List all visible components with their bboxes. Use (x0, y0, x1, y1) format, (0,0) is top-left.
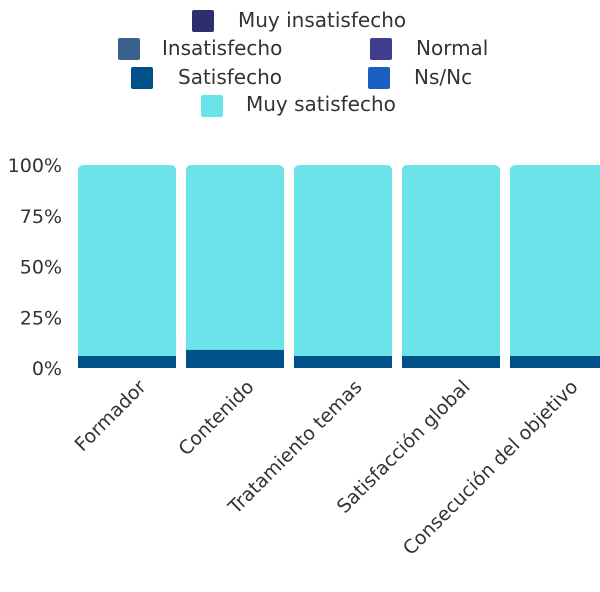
legend-swatch-2 (118, 38, 140, 60)
bar-segment-muy-satisfecho-3 (294, 165, 392, 356)
legend-label-2: Insatisfecho (162, 36, 282, 60)
y-tick-label: 0% (32, 358, 62, 380)
bar-segment-satisfecho-1 (78, 355, 176, 368)
y-tick-label: 100% (8, 155, 62, 177)
legend-swatch-6 (201, 95, 223, 117)
y-tick-label: 75% (20, 206, 62, 228)
y-tick-label: 50% (20, 257, 62, 279)
legend-swatch-4 (131, 67, 153, 89)
legend-swatch-3 (370, 38, 392, 60)
legend-label-5: Ns/Nc (414, 65, 472, 89)
bar-segment-satisfecho-5 (510, 355, 600, 368)
bar-segment-muy-satisfecho-1 (78, 165, 176, 356)
bar-segment-muy-satisfecho-4 (402, 165, 500, 356)
bar-segment-satisfecho-4 (402, 355, 500, 368)
bar-segment-satisfecho-2 (186, 349, 284, 368)
bars (78, 165, 600, 368)
legend-label-3: Normal (416, 36, 488, 60)
x-category-label: Consecución del objetivo (399, 376, 583, 560)
x-category-label: Contenido (174, 376, 258, 460)
x-category-label: Formador (71, 376, 151, 456)
legend-label-4: Satisfecho (178, 65, 282, 89)
legend-label-1: Muy insatisfecho (238, 8, 406, 32)
legend-label-6: Muy satisfecho (246, 92, 396, 116)
y-axis: 0% 25% 50% 75% 100% (8, 155, 62, 380)
bar-segment-satisfecho-3 (294, 355, 392, 368)
legend-swatch-5 (368, 67, 390, 89)
bar-segment-muy-satisfecho-5 (510, 165, 600, 356)
legend: Muy insatisfecho Insatisfecho Normal Satisf… (118, 8, 488, 117)
bar-segment-muy-satisfecho-2 (186, 165, 284, 350)
y-tick-label: 25% (20, 307, 62, 329)
legend-swatch-1 (192, 10, 214, 32)
